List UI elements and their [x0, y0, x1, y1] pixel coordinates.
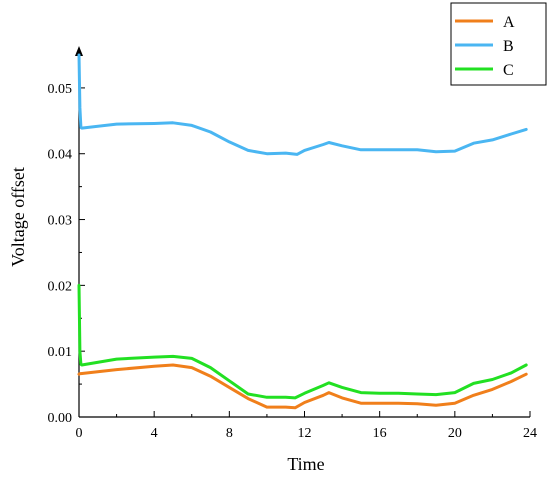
y-tick-label: 0.03	[48, 214, 73, 229]
x-tick-label: 16	[373, 426, 387, 441]
legend-label-C: C	[503, 62, 514, 79]
legend-label-A: A	[503, 14, 515, 31]
series-line-C	[77, 283, 528, 400]
y-tick-label: 0.05	[48, 82, 73, 97]
series-line-A	[77, 363, 528, 410]
series-line-B	[77, 53, 528, 156]
legend: ABC	[450, 2, 547, 86]
y-tick-label: 0.02	[48, 279, 73, 294]
x-tick-label: 20	[448, 426, 462, 441]
series-group	[77, 53, 528, 410]
y-tick-label: 0.00	[48, 411, 73, 426]
y-tick-label: 0.01	[48, 345, 73, 360]
x-tick-label: 0	[76, 426, 83, 441]
x-tick-label: 12	[298, 426, 312, 441]
legend-label-B: B	[503, 38, 514, 55]
x-tick-label: 4	[151, 426, 158, 441]
x-tick-label: 8	[226, 426, 233, 441]
y-tick-label: 0.04	[48, 148, 73, 163]
y-axis-title: Voltage offset	[8, 167, 28, 267]
y-axis-arrow	[75, 46, 83, 56]
x-tick-label: 24	[523, 426, 537, 441]
x-axis-title: Time	[287, 454, 324, 474]
axes: 0 4 8 12 16 20 24 0.00 0.01 0.02 0.03 0.04 0.05	[48, 46, 537, 441]
